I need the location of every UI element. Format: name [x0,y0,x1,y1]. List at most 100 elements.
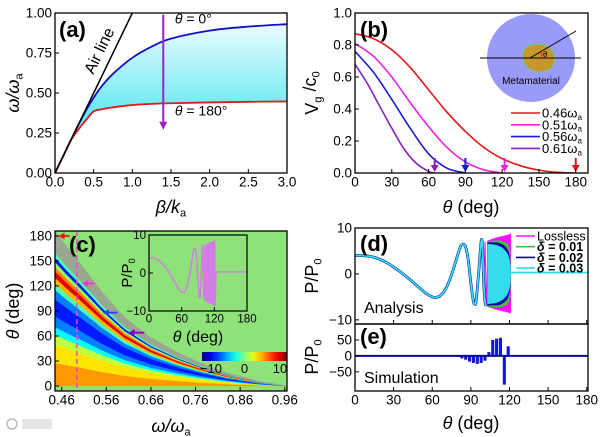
x-axis-label: β/ka [155,197,187,219]
bar [475,355,479,364]
legend-label: 0.61ωa [542,141,582,157]
band-fill [55,24,287,174]
panel-label: (d) [360,231,388,256]
y-tick-label: 1.00 [26,6,52,21]
legend-label-part: 0.61ω [542,141,577,156]
y-axis-label: P/P0 [302,258,324,293]
x-tick-label: 1.5 [162,175,181,190]
y-axis-label: θ (deg) [3,283,23,340]
y-axis-label-part: P/P [302,346,322,375]
panel-c: −10 0 100.46 0.56 0.66 0.76 0.86 0.960306090120… [3,229,298,437]
x-axis-label-part: a [184,426,191,437]
y-tick-label: 0.2 [333,134,352,149]
x-tick-label: 3.0 [278,175,297,190]
angle-label: θ [543,50,548,59]
series-line [355,63,435,173]
x-tick-label: 30 [384,175,399,190]
colorbar-tick-label: −10 [200,361,222,376]
bar [483,355,487,361]
x-axis-label-part: (deg) [452,197,499,217]
y-tick-label: 10 [337,221,352,236]
y-tick-label: 0.50 [26,86,52,101]
metamaterial-label: Metamaterial [502,76,560,87]
y-tick-label: 90 [37,304,52,319]
y-tick-label: 0.25 [26,126,52,141]
plot-frame [354,323,589,392]
y-tick-label: 0.75 [26,46,52,61]
legend-label-part: 0.51ω [542,117,577,132]
y-axis-title: Vg /c0 [300,71,324,114]
bar [471,355,475,363]
series-line [355,50,466,173]
legend-label: 0.46ωa [542,106,582,122]
x-tick-label: 90 [458,175,473,190]
curves [355,33,576,173]
x-axis-label-part: θ [443,197,453,217]
legend-label: 0.51ωa [542,117,582,133]
inset-x-axis-label-part: (deg) [181,329,223,346]
y-tick-label: 0 [140,268,146,280]
x-tick-label: 120 [498,393,521,408]
x-tick-label: 0 [351,175,359,190]
legend-label-part: a [577,148,582,157]
y-tick-label: 0.4 [333,102,352,117]
y-tick-label: 1.0 [333,6,352,21]
bar [502,355,506,385]
y-tick-label: 0 [344,349,352,364]
bar [460,355,464,359]
x-tick-label: 0.0 [46,175,65,190]
y-axis-label: P/P0 [302,339,324,374]
y-axis-label-part: /c [300,77,320,96]
y-axis-label-part: 0 [312,339,324,345]
watermark-icon [6,418,18,430]
x-tick-label: 150 [528,175,551,190]
y-tick-label: 50 [337,333,352,348]
y-tick-label: 0.8 [333,38,352,53]
watermark-logo [6,418,52,430]
y-tick-label: −50 [329,365,352,380]
x-axis-label-part: a [180,207,187,219]
y-tick-label: 180 [29,229,52,244]
arrow-head [159,121,168,130]
x-tick-label: 0.96 [272,393,298,408]
legend-label: Lossless [537,230,586,244]
y-tick-label: 120 [29,279,52,294]
arrow-head [58,232,65,240]
y-tick-label: 0 [344,267,352,282]
y-axis-title: ω/ωa [3,73,25,113]
x-tick-label: 0.86 [227,393,253,408]
inset-x-axis-label: θ (deg) [173,329,223,346]
bar [495,338,499,356]
legend-label: δ = 0.02 [537,251,583,265]
legend-label-part: = 0.01 [545,240,584,254]
x-tick-label: 0.76 [182,393,208,408]
x-axis-label: ω/ωa [151,416,191,437]
y-axis-label-part: 0 [127,258,137,263]
x-tick-label: 2.5 [239,175,258,190]
angle-ray [529,30,577,59]
x-tick-label: 150 [537,393,560,408]
colorbar-tick-label: 0 [241,361,248,376]
y-axis-label: ω/ωa [3,73,25,113]
series-label-part: = 0° [182,10,211,26]
x-tick-label: 0.46 [49,393,75,408]
series-line [355,42,503,173]
x-axis-label: θ (deg) [443,197,500,217]
legend-label-part: a [577,113,582,122]
y-axis-title: θ (deg) [3,283,23,340]
bar [506,346,510,356]
series-label-part: θ [175,102,183,118]
bar [491,339,495,356]
y-tick-label: 0.0 [333,166,352,181]
arrow-head [430,165,439,172]
x-tick-label: 0.5 [84,175,103,190]
y-axis-label-part: a [13,73,25,80]
legend-label-part: a [577,125,582,134]
air-line-label-group: Air line [82,25,119,77]
arrow-head [128,329,135,337]
y-axis-label-part: V [302,103,322,115]
